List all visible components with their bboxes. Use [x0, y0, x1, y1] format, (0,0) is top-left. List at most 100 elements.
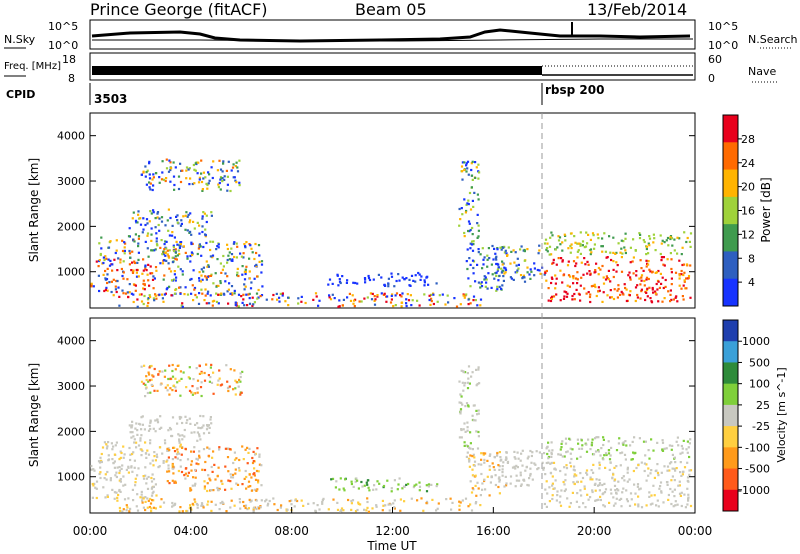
- scatter-cell: [504, 268, 508, 272]
- scatter-cell: [375, 504, 378, 507]
- scatter-cell: [521, 277, 524, 280]
- scatter-cell: [217, 302, 220, 305]
- scatter-cell: [205, 260, 208, 263]
- scatter-cell: [236, 166, 239, 169]
- scatter-cell: [589, 238, 592, 241]
- scatter-cell: [248, 270, 251, 273]
- scatter-cell: [221, 482, 224, 485]
- scatter-cell: [483, 275, 486, 278]
- scatter-cell: [568, 285, 571, 288]
- scatter-cell: [619, 293, 622, 296]
- scatter-cell: [640, 279, 643, 282]
- scatter-cell: [393, 285, 396, 288]
- scatter-cell: [484, 276, 487, 279]
- scatter-cell: [165, 247, 168, 250]
- scatter-cell: [588, 270, 591, 273]
- scatter-cell: [202, 266, 205, 269]
- scatter-cell: [169, 168, 172, 172]
- scatter-cell: [657, 269, 660, 273]
- scatter-cell: [381, 499, 384, 502]
- scatter-cell: [682, 273, 685, 277]
- scatter-cell: [373, 484, 376, 487]
- scatter-cell: [670, 267, 673, 271]
- scatter-cell: [640, 274, 644, 277]
- scatter-cell: [140, 434, 143, 437]
- scatter-cell: [471, 259, 475, 262]
- scatter-cell: [665, 447, 668, 450]
- scatter-cell: [331, 293, 334, 296]
- scatter-cell: [544, 271, 547, 274]
- scatter-cell: [106, 495, 109, 498]
- scatter-cell: [542, 468, 545, 471]
- scatter-cell: [687, 480, 690, 483]
- scatter-cell: [144, 452, 148, 455]
- scatter-cell: [229, 189, 232, 193]
- scatter-cell: [491, 273, 494, 276]
- scatter-cell: [165, 240, 168, 243]
- scatter-cell: [390, 294, 393, 297]
- scatter-cell: [151, 374, 154, 377]
- scatter-cell: [455, 305, 459, 308]
- scatter-cell: [533, 274, 536, 277]
- scatter-cell: [466, 451, 469, 454]
- scatter-cell: [155, 453, 158, 456]
- scatter-cell: [227, 470, 230, 473]
- scatter-cell: [201, 188, 204, 191]
- scatter-cell: [373, 299, 376, 302]
- scatter-cell: [600, 245, 603, 248]
- scatter-cell: [533, 267, 536, 270]
- scatter-cell: [104, 473, 107, 476]
- scatter-cell: [592, 453, 596, 456]
- colorbar-tick-label: -100: [745, 441, 770, 454]
- scatter-cell: [601, 300, 604, 303]
- scatter-cell: [468, 382, 471, 385]
- scatter-cell: [200, 274, 203, 277]
- scatter-cell: [605, 453, 608, 457]
- scatter-cell: [602, 458, 605, 461]
- scatter-cell: [196, 503, 199, 506]
- scatter-cell: [500, 271, 503, 274]
- scatter-cell: [202, 270, 205, 273]
- scatter-cell: [115, 239, 118, 242]
- scatter-cell: [122, 508, 125, 511]
- scatter-cell: [584, 263, 587, 266]
- scatter-cell: [177, 249, 180, 252]
- scatter-cell: [206, 503, 209, 506]
- scatter-cell: [660, 491, 663, 494]
- scatter-cell: [405, 302, 408, 305]
- scatter-cell: [395, 292, 399, 295]
- scatter-cell: [361, 485, 364, 488]
- scatter-cell: [572, 481, 575, 484]
- scatter-cell: [137, 235, 141, 238]
- scatter-cell: [520, 452, 523, 455]
- scatter-cell: [545, 248, 548, 251]
- scatter-cell: [501, 465, 504, 468]
- scatter-cell: [678, 277, 681, 280]
- scatter-cell: [141, 272, 144, 275]
- scatter-cell: [687, 499, 690, 502]
- scatter-cell: [202, 177, 205, 180]
- scatter-cell: [150, 364, 153, 368]
- scatter-cell: [190, 277, 193, 281]
- scatter-cell: [393, 507, 396, 510]
- scatter-cell: [401, 292, 404, 295]
- scatter-cell: [230, 247, 233, 250]
- scatter-cell: [549, 462, 552, 465]
- y-tick-label: 1000: [57, 266, 85, 279]
- scatter-cell: [547, 455, 550, 459]
- scatter-cell: [103, 258, 106, 262]
- scatter-cell: [290, 503, 293, 506]
- colorbar-swatch: [723, 404, 738, 427]
- scatter-cell: [218, 487, 221, 490]
- scatter-cell: [333, 297, 336, 300]
- scatter-cell: [124, 292, 128, 295]
- scatter-cell: [237, 274, 240, 278]
- scatter-cell: [175, 215, 178, 218]
- scatter-cell: [175, 258, 178, 261]
- scatter-cell: [146, 506, 149, 509]
- scatter-cell: [258, 254, 261, 257]
- scatter-cell: [367, 479, 370, 482]
- scatter-cell: [634, 286, 638, 289]
- scatter-cell: [493, 468, 496, 471]
- colorbar-swatch: [723, 278, 738, 307]
